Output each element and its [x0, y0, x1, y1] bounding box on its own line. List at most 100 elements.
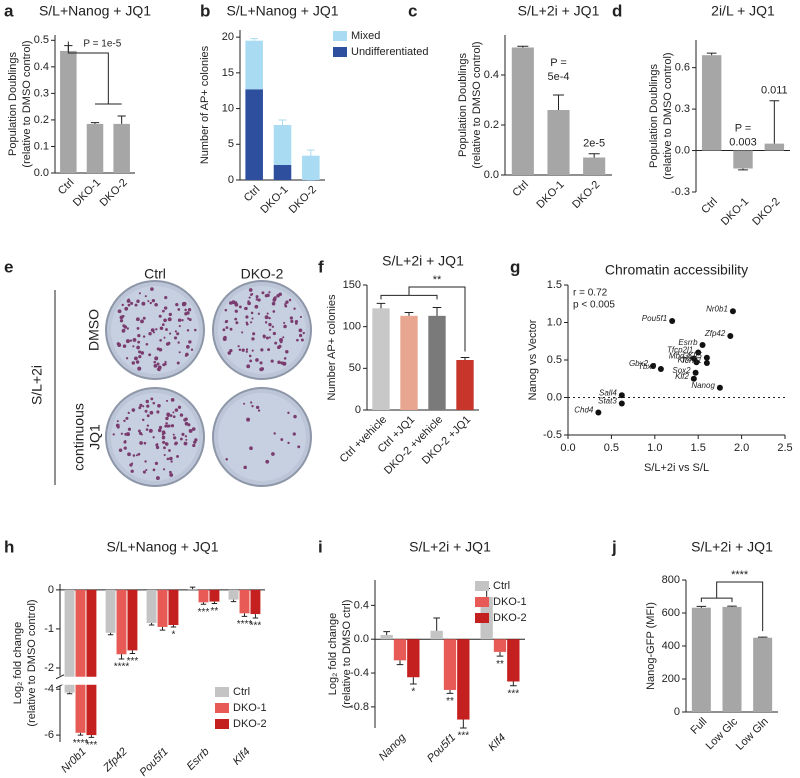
y-axis-label: (relative to DMSO ctrl): [341, 600, 353, 709]
y-axis-label: Nanog vs Vector: [527, 319, 539, 400]
colony: [287, 441, 290, 445]
colony: [163, 454, 166, 457]
colony: [144, 409, 148, 413]
legend-label: Ctrl: [233, 686, 250, 698]
colony: [121, 314, 125, 318]
colony: [243, 465, 247, 470]
colony: [157, 365, 162, 370]
colony: [138, 406, 142, 410]
colony: [172, 433, 175, 436]
colony: [250, 401, 253, 404]
colony: [142, 470, 146, 474]
colony: [148, 332, 152, 336]
error-bar: [118, 654, 125, 660]
colony: [120, 432, 123, 435]
colony: [175, 302, 179, 307]
legend-swatch: [333, 31, 347, 41]
error-bar: [460, 357, 470, 360]
y-tick-label: -0.8: [350, 701, 369, 713]
colony: [172, 415, 176, 419]
significance: **: [211, 606, 219, 617]
colony: [166, 457, 170, 461]
colony: [181, 319, 184, 322]
colony: [135, 454, 138, 457]
colony: [184, 435, 188, 438]
bar: [86, 123, 104, 173]
y-tick-label: 0.1: [34, 140, 49, 152]
bar: [430, 630, 443, 640]
point: [657, 366, 664, 372]
colony: [238, 305, 242, 309]
colony: [250, 311, 254, 315]
y-tick-label: -4: [44, 683, 54, 695]
colony: [149, 301, 152, 305]
colony: [283, 324, 287, 329]
panel-letter: g: [510, 257, 520, 276]
colony: [178, 351, 181, 354]
colony: [158, 314, 162, 318]
colony: [145, 468, 148, 472]
legend-label: DKO-2: [493, 612, 527, 624]
chart-title: 2i/L + JQ1: [711, 3, 775, 19]
chart-title: S/L+2i + JQ1: [409, 539, 491, 555]
error-bar: [696, 605, 707, 608]
error-bar: [552, 94, 565, 110]
x-tick-label: Esrrb: [185, 746, 212, 773]
y-tick-label: 800: [662, 574, 680, 586]
colony: [177, 405, 182, 409]
bar: [380, 634, 393, 640]
y-axis-label: Nanog-GFP (MFI): [645, 602, 657, 690]
colony: [191, 427, 196, 431]
x-tick-label: Full: [688, 716, 709, 737]
p-value: P = 1e-5: [83, 39, 121, 50]
point: [692, 369, 699, 376]
panel-letter: i: [318, 537, 323, 556]
stat: p < 0.005: [573, 300, 615, 311]
legend-label: Undifferentiated: [351, 46, 428, 58]
point-label: Klf4: [678, 355, 692, 364]
colony: [156, 362, 160, 366]
legend-label: DKO-1: [493, 596, 527, 608]
error-bar: [738, 168, 748, 171]
point: [693, 359, 700, 366]
colony: [283, 357, 287, 360]
colony: [249, 446, 253, 451]
colony: [188, 318, 192, 322]
colony: [289, 316, 293, 320]
y-tick-label: 0.2: [484, 119, 499, 131]
colony: [268, 316, 271, 320]
bar: [372, 308, 390, 410]
colony: [255, 358, 259, 362]
error-bar: [306, 149, 315, 156]
x-tick-label: DKO-1: [71, 177, 103, 209]
colony: [163, 446, 166, 450]
colony: [165, 416, 169, 421]
colony: [161, 436, 166, 440]
colony: [155, 328, 158, 331]
y-tick-label: 1.0: [547, 316, 562, 328]
colony: [145, 342, 149, 346]
y-tick-label: -6: [44, 729, 54, 741]
y-axis-label: Log₂ fold change: [327, 613, 339, 696]
colony: [268, 336, 271, 339]
colony: [123, 419, 126, 423]
colony: [133, 356, 138, 361]
colony: [261, 291, 265, 295]
x-tick-label: Nanog: [377, 731, 409, 763]
colony: [262, 334, 266, 338]
y-axis-label: (relative to DMSO control): [21, 40, 33, 167]
significance: ***: [198, 607, 210, 618]
error-bar: [446, 689, 454, 694]
colony: [170, 460, 173, 463]
colony: [131, 408, 136, 412]
colony: [126, 432, 130, 437]
colony: [280, 438, 284, 442]
error-bar: [496, 651, 504, 657]
colony: [222, 328, 226, 332]
y-tick-label: 0.0: [34, 167, 49, 179]
colony: [144, 295, 147, 298]
error-bar: [517, 45, 529, 48]
error-bar: [88, 735, 95, 738]
colony: [115, 423, 120, 428]
colony: [251, 292, 254, 295]
